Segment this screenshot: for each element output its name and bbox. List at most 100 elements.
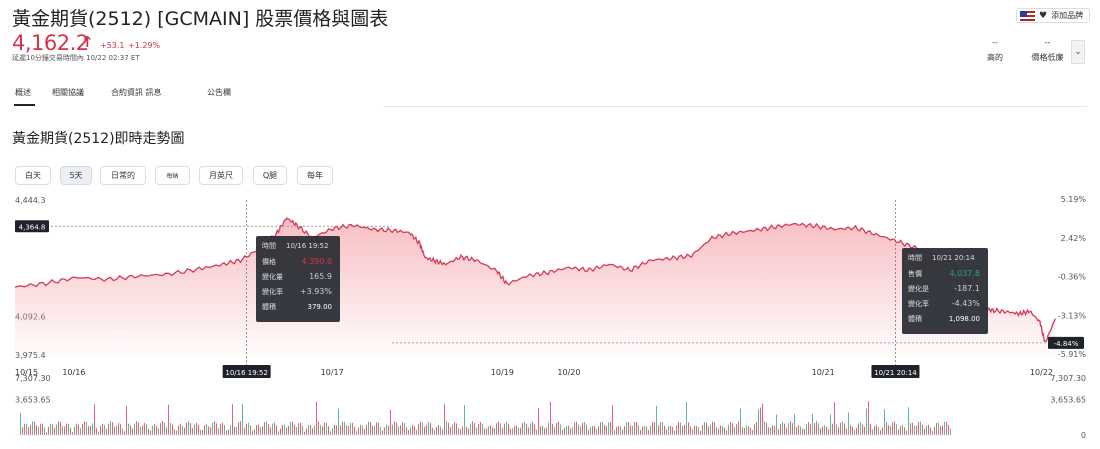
volume-bar xyxy=(216,423,217,435)
volume-bar xyxy=(660,421,661,435)
volume-bar xyxy=(862,424,863,435)
range-daily-button[interactable]: 日常的 xyxy=(100,166,146,185)
volume-bar xyxy=(324,422,325,435)
expand-stats-button[interactable]: ⌄ xyxy=(1071,40,1085,64)
range-quarter-button[interactable]: Q腿 xyxy=(253,166,287,185)
volume-bar xyxy=(946,421,947,435)
volume-bar xyxy=(828,429,829,435)
volume-bar xyxy=(152,425,153,435)
range-monthly-button[interactable]: 月英尺 xyxy=(199,166,243,185)
volume-bar xyxy=(466,426,467,435)
volume-bar xyxy=(620,426,621,435)
volume-bar xyxy=(80,428,81,435)
volume-bar xyxy=(564,427,565,435)
volume-bar xyxy=(556,422,557,435)
volume-bar xyxy=(76,423,77,435)
volume-bar xyxy=(618,425,619,435)
tab-divider xyxy=(383,106,1087,107)
range-yearly-button[interactable]: 每年 xyxy=(297,166,333,185)
volume-bar xyxy=(734,427,735,435)
volume-bar xyxy=(428,422,429,435)
tooltip-time-label: 時間 xyxy=(262,242,276,250)
volume-bar xyxy=(146,424,147,435)
volume-bar xyxy=(208,426,209,435)
volume-bar xyxy=(372,425,373,435)
volume-bar xyxy=(910,423,911,435)
pct-tick-label: 5.19% xyxy=(1061,195,1087,204)
volume-bar xyxy=(456,423,457,435)
volume-bar xyxy=(854,429,855,435)
add-watchlist-button[interactable]: ♥ 添加品牌 xyxy=(1016,8,1090,23)
volume-bar xyxy=(96,428,97,435)
volume-bar xyxy=(460,429,461,435)
volume-bar xyxy=(194,424,195,435)
volume-bar xyxy=(588,430,589,435)
volume-bar xyxy=(676,425,677,435)
volume-bar xyxy=(358,427,359,435)
volume-bar xyxy=(474,423,475,435)
volume-bar xyxy=(852,426,853,435)
tab-overview[interactable]: 概述 xyxy=(15,88,31,97)
volume-bar xyxy=(214,421,215,435)
volume-bar xyxy=(542,425,543,435)
volume-bar xyxy=(834,402,835,435)
volume-bar xyxy=(328,426,329,435)
volume-tick-label: 0 xyxy=(1081,431,1086,440)
volume-bar xyxy=(308,424,309,435)
volume-bar xyxy=(176,430,177,435)
volume-bar xyxy=(530,423,531,435)
volume-bar xyxy=(376,422,377,435)
tab-related-contracts[interactable]: 相關協議 xyxy=(52,88,84,97)
volume-bar xyxy=(436,426,437,435)
volume-bar xyxy=(432,427,433,435)
volume-bar xyxy=(44,427,45,435)
volume-bar xyxy=(868,401,869,435)
volume-bar xyxy=(280,428,281,435)
volume-bar xyxy=(516,425,517,435)
volume-bar xyxy=(740,408,741,435)
volume-bar xyxy=(526,423,527,435)
tooltip-row-value: 379.00 xyxy=(308,303,333,311)
volume-bar xyxy=(614,430,615,435)
volume-bar xyxy=(702,425,703,435)
volume-bar xyxy=(138,422,139,435)
volume-bar xyxy=(934,426,935,435)
volume-bar xyxy=(444,403,445,435)
volume-bar xyxy=(550,401,551,435)
low-label: 價格低廉 xyxy=(1031,53,1064,62)
tab-bulletin[interactable]: 公告欄 xyxy=(207,88,231,97)
volume-bar xyxy=(754,424,755,435)
range-5day-button[interactable]: 5天 xyxy=(60,166,92,185)
volume-bar xyxy=(414,426,415,435)
volume-bar xyxy=(450,427,451,435)
volume-bar xyxy=(418,424,419,435)
volume-bar xyxy=(468,428,469,435)
volume-bar xyxy=(116,425,117,435)
volume-bar xyxy=(784,423,785,435)
volume-bar xyxy=(124,431,125,435)
volume-bar xyxy=(344,421,345,435)
volume-bar xyxy=(670,425,671,435)
volume-bar xyxy=(178,425,179,435)
volume-bar xyxy=(936,423,937,435)
range-day-button[interactable]: 白天 xyxy=(15,166,51,185)
volume-bar xyxy=(566,426,567,435)
range-weekly-button[interactable]: 每納 xyxy=(155,166,190,185)
volume-bar xyxy=(362,425,363,435)
add-watchlist-label: 添加品牌 xyxy=(1051,11,1084,20)
volume-bar xyxy=(560,424,561,435)
volume-bar xyxy=(716,426,717,435)
tab-contract-info[interactable]: 合約資訊 訊息 xyxy=(111,88,162,97)
volume-bar xyxy=(806,423,807,435)
volume-bar xyxy=(106,428,107,435)
volume-bar xyxy=(100,426,101,435)
volume-bar xyxy=(856,428,857,435)
price-chart[interactable]: 4,444.34,364.84,092.63,975.45.19%2.42%-0… xyxy=(0,190,1100,449)
volume-bar xyxy=(338,408,339,435)
volume-bar xyxy=(268,424,269,435)
volume-bar xyxy=(20,413,21,435)
volume-bar xyxy=(510,429,511,435)
volume-bar xyxy=(840,422,841,435)
volume-bar xyxy=(408,430,409,435)
volume-bar xyxy=(170,422,171,435)
